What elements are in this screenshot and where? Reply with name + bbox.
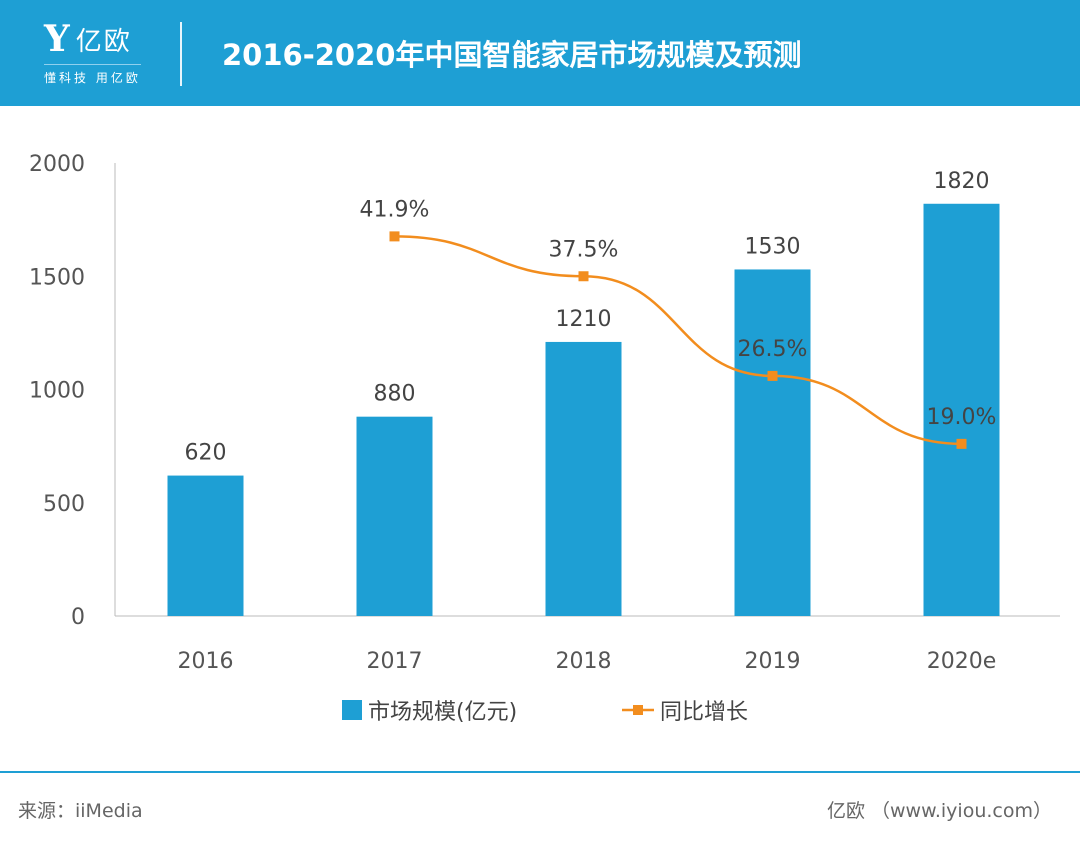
header: Y 亿欧 懂科技 用亿欧 2016-2020年中国智能家居市场规模及预测 [0, 0, 1080, 106]
page-title: 2016-2020年中国智能家居市场规模及预测 [222, 38, 802, 72]
legend-bar-label: 市场规模(亿元) [368, 700, 517, 725]
x-tick-label: 2016 [178, 649, 234, 674]
y-tick-label: 1500 [29, 265, 85, 290]
x-tick-label: 2019 [745, 649, 801, 674]
bar [545, 341, 622, 616]
logo-text: 亿欧 [75, 26, 132, 57]
logo-icon: Y [44, 18, 72, 60]
growth-data-label: 26.5% [738, 337, 808, 362]
footer-divider [0, 771, 1080, 773]
source-text: 来源：iiMedia [18, 800, 143, 822]
legend-line-marker [633, 705, 643, 715]
logo-tagline: 懂科技 用亿欧 [44, 64, 141, 86]
growth-data-label: 41.9% [360, 197, 430, 222]
x-tick-label: 2017 [367, 649, 423, 674]
bar-data-label: 880 [374, 382, 416, 407]
growth-point [767, 370, 778, 381]
bar-data-label: 620 [185, 441, 227, 466]
bar [734, 269, 811, 616]
site-text: 亿欧 （www.iyiou.com） [826, 800, 1052, 822]
growth-data-label: 19.0% [927, 405, 997, 430]
y-tick-label: 0 [71, 605, 85, 630]
y-tick-label: 500 [43, 492, 85, 517]
growth-point [956, 438, 967, 449]
bar-data-label: 1210 [556, 307, 612, 332]
bar [356, 416, 433, 616]
x-tick-label: 2020e [927, 649, 997, 674]
logo: Y 亿欧 懂科技 用亿欧 [44, 18, 141, 86]
x-tick-label: 2018 [556, 649, 612, 674]
growth-data-label: 37.5% [549, 237, 619, 262]
bar [923, 203, 1000, 616]
bar-data-label: 1820 [934, 169, 990, 194]
divider [180, 22, 182, 86]
chart: 0 500 1000 1500 2000 2016 2017 2018 2019 2020e 620… [29, 152, 1060, 725]
growth-point [389, 231, 400, 242]
legend-bar-swatch [342, 700, 362, 720]
bar [167, 475, 244, 616]
legend-line-label: 同比增长 [660, 700, 748, 725]
bar-data-label: 1530 [745, 234, 801, 259]
y-tick-label: 2000 [29, 152, 85, 177]
y-tick-label: 1000 [29, 379, 85, 404]
growth-point [578, 271, 589, 282]
growth-line [394, 235, 962, 446]
